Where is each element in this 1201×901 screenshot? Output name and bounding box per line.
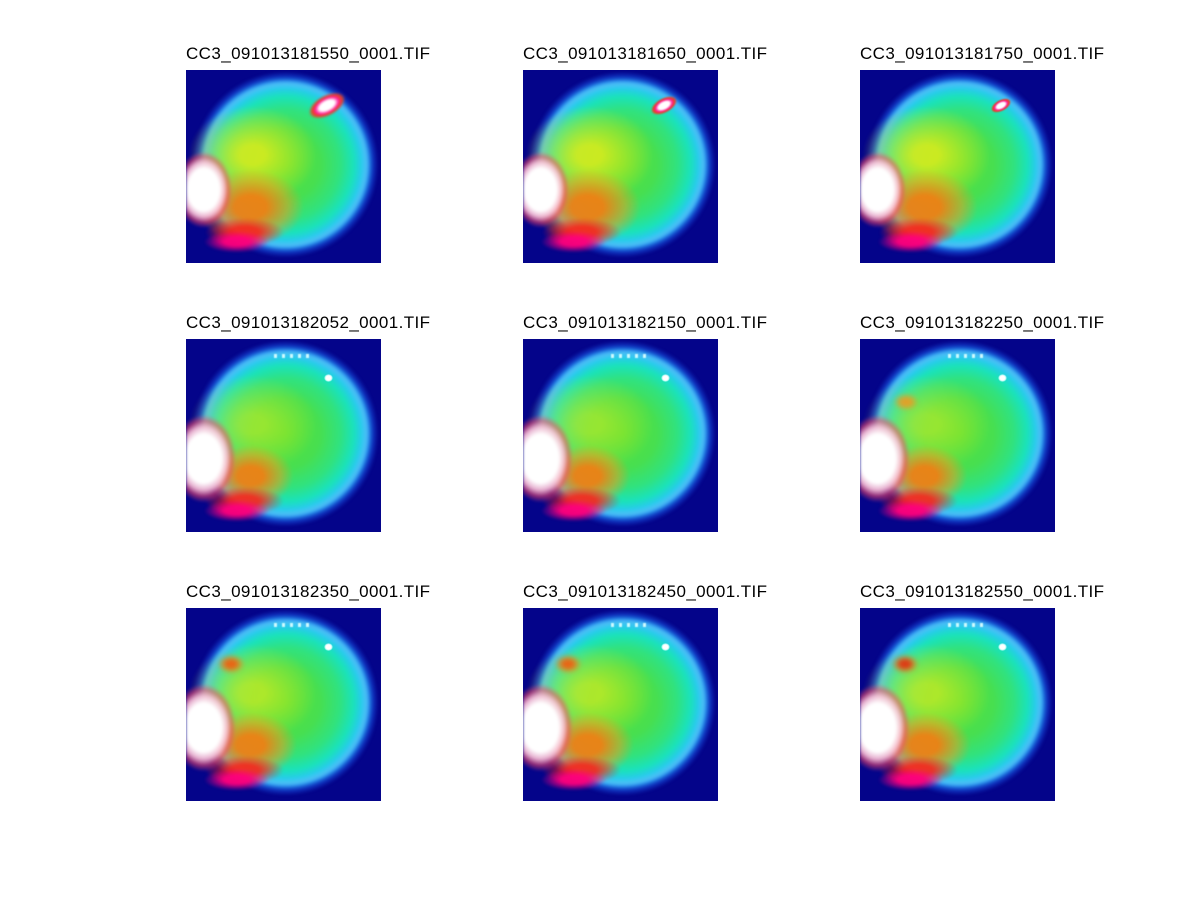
upper-left-warm-spot [893,393,920,412]
thermal-frame [523,339,718,532]
upper-left-warm-spot [891,654,920,675]
thermal-frame [860,608,1055,801]
subplot-title: CC3_091013182350_0001.TIF [186,582,431,601]
rim-specks [947,623,986,628]
thermal-disc [523,70,718,263]
upper-left-warm-spot [217,654,246,675]
subplot-title: CC3_091013182450_0001.TIF [523,582,768,601]
hotspot-top-right [324,373,334,382]
hotspot-top-right [324,642,334,651]
upper-left-warm-spot [554,654,583,675]
rim-specks [947,354,986,359]
subplot-title: CC3_091013182550_0001.TIF [860,582,1105,601]
subplot-title: CC3_091013182250_0001.TIF [860,313,1105,332]
subplot-title: CC3_091013182150_0001.TIF [523,313,768,332]
thermal-frame [523,70,718,263]
thermal-frame [523,608,718,801]
subplot-r2c1: CC3_091013182052_0001.TIF [186,313,486,532]
hotspot-top-right [661,642,671,651]
subplot-r1c2: CC3_091013181650_0001.TIF [523,44,823,263]
thermal-frame [186,339,381,532]
thermal-frame [860,70,1055,263]
subplot-r2c3: CC3_091013182250_0001.TIF [860,313,1160,532]
subplot-title: CC3_091013181550_0001.TIF [186,44,431,63]
subplot-r3c1: CC3_091013182350_0001.TIF [186,582,486,801]
rim-specks [273,623,312,628]
subplot-r3c2: CC3_091013182450_0001.TIF [523,582,823,801]
subplot-r3c3: CC3_091013182550_0001.TIF [860,582,1160,801]
thermal-disc [860,70,1055,263]
thermal-disc [523,608,718,801]
thermal-disc [860,339,1055,532]
thermal-frame [186,70,381,263]
rim-specks [610,354,649,359]
thermal-disc [186,70,381,263]
subplot-title: CC3_091013181750_0001.TIF [860,44,1105,63]
thermal-disc [523,339,718,532]
hotspot-top-right [998,373,1008,382]
thermal-disc [860,608,1055,801]
hotspot-top-right [661,373,671,382]
thermal-frame [186,608,381,801]
hotspot-top-right [998,642,1008,651]
subplot-r1c3: CC3_091013181750_0001.TIF [860,44,1160,263]
subplot-title: CC3_091013181650_0001.TIF [523,44,768,63]
thermal-disc [186,608,381,801]
subplot-title: CC3_091013182052_0001.TIF [186,313,431,332]
thermal-frame [860,339,1055,532]
subplot-r2c2: CC3_091013182150_0001.TIF [523,313,823,532]
rim-specks [273,354,312,359]
thermal-disc [186,339,381,532]
subplot-r1c1: CC3_091013181550_0001.TIF [186,44,486,263]
rim-specks [610,623,649,628]
